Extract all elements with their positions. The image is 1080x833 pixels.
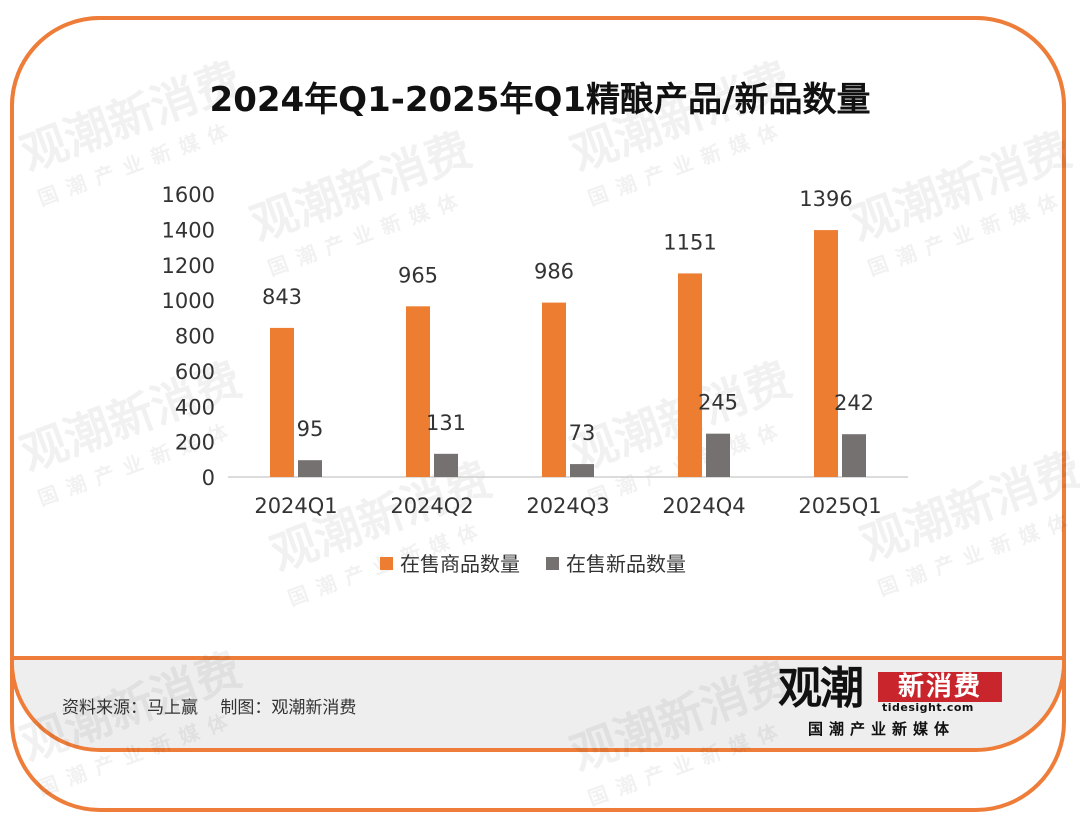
bar-new (842, 434, 866, 477)
bar-on-sale (406, 306, 430, 477)
data-label: 131 (426, 411, 466, 435)
data-label: 843 (262, 285, 302, 309)
data-label: 95 (297, 417, 324, 441)
logo-text-red: 新消费 (878, 672, 1002, 702)
bar-new (706, 433, 730, 477)
bar-new (434, 453, 458, 477)
y-tick-label: 0 (202, 466, 215, 490)
data-label: 1151 (663, 230, 716, 254)
y-tick-label: 1400 (162, 218, 215, 242)
data-label: 73 (569, 421, 596, 445)
logo-mark: 观潮 新消费 tidesight.com (778, 664, 1004, 714)
footer-band (14, 656, 1062, 748)
logo-text-black: 观潮 (778, 663, 864, 714)
y-tick-label: 1000 (162, 289, 215, 313)
data-label: 1396 (799, 187, 852, 211)
x-tick-label: 2024Q4 (662, 494, 745, 518)
brand-logo: 观潮 新消费 tidesight.com 国潮产业新媒体 (778, 664, 1004, 740)
chart-card (10, 16, 1066, 752)
bar-on-sale (814, 230, 838, 477)
legend-label: 在售新品数量 (566, 552, 686, 576)
y-tick-label: 200 (175, 431, 215, 455)
y-tick-label: 1200 (162, 254, 215, 278)
bar-new (570, 464, 594, 477)
bar-on-sale (678, 273, 702, 477)
y-tick-label: 1600 (162, 183, 215, 207)
logo-tagline: 国潮产业新媒体 (808, 720, 956, 738)
x-tick-label: 2024Q2 (390, 494, 473, 518)
bar-on-sale (542, 302, 566, 477)
legend-label: 在售商品数量 (400, 552, 520, 576)
logo-url: tidesight.com (882, 701, 974, 714)
legend-swatch-on-sale (380, 557, 393, 570)
x-tick-label: 2024Q3 (526, 494, 609, 518)
data-label: 245 (698, 391, 738, 415)
y-tick-label: 600 (175, 360, 215, 384)
y-tick-label: 800 (175, 325, 215, 349)
x-tick-label: 2024Q1 (254, 494, 337, 518)
chart-title: 2024年Q1-2025年Q1精酿产品/新品数量 (209, 80, 871, 120)
bar-on-sale (270, 327, 294, 477)
y-tick-label: 400 (175, 395, 215, 419)
data-label: 965 (398, 263, 438, 287)
data-label: 242 (834, 391, 874, 415)
bar-new (298, 460, 322, 477)
data-label: 986 (534, 260, 574, 284)
x-tick-label: 2025Q1 (798, 494, 881, 518)
legend-swatch-new (546, 557, 559, 570)
source-note: 资料来源：马上赢 制图：观潮新消费 (62, 698, 357, 718)
